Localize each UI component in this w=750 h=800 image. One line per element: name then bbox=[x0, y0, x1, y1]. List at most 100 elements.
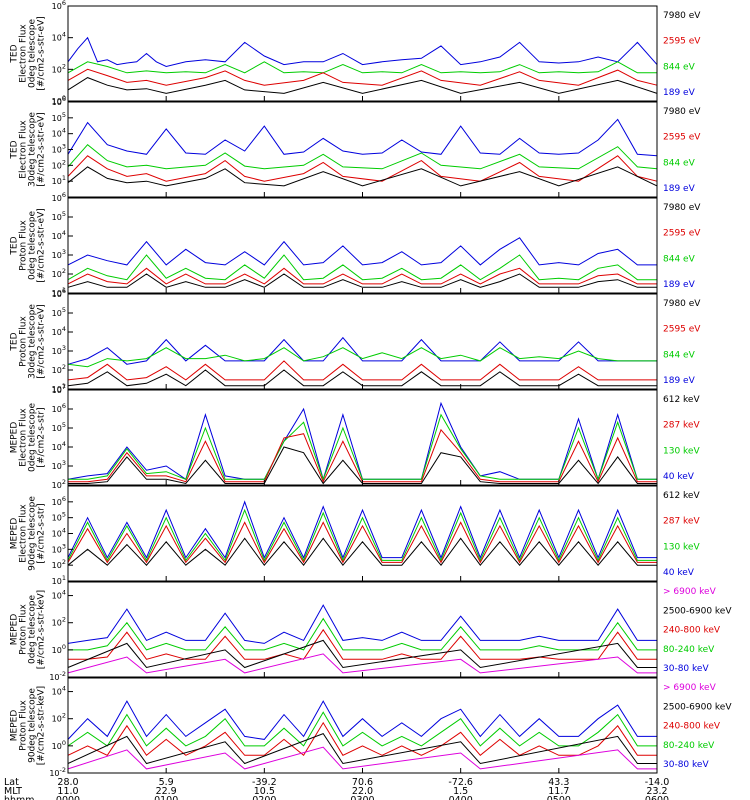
y-tick-label: 102 bbox=[52, 712, 66, 724]
y-axis-label-line: [#/cm2-s-str-keV] bbox=[37, 686, 47, 765]
y-tick-label: 100 bbox=[52, 94, 66, 106]
y-axis-label-line: [#/cm2-s-str-eV] bbox=[37, 16, 47, 91]
y-tick-label: 105 bbox=[52, 421, 66, 433]
y-tick-label: 100 bbox=[52, 739, 66, 751]
y-tick-label: 101 bbox=[52, 574, 66, 586]
x-tick-label: 1.5 bbox=[453, 786, 468, 797]
y-axis-label-line: TED bbox=[10, 332, 20, 351]
y-axis-label-line: MEPED bbox=[10, 614, 20, 646]
y-axis-label-line: MEPED bbox=[10, 518, 20, 550]
y-tick-label: 106 bbox=[52, 287, 66, 299]
legend-entry: 80-240 keV bbox=[663, 645, 715, 655]
legend-entry: 2500-6900 keV bbox=[663, 702, 732, 712]
series-line bbox=[68, 617, 657, 651]
y-tick-label: 107 bbox=[52, 383, 66, 395]
legend-entry: 7980 eV bbox=[663, 203, 701, 213]
y-tick-label: 106 bbox=[52, 495, 66, 507]
y-tick-label: 104 bbox=[52, 127, 66, 139]
series-line bbox=[67, 653, 657, 674]
legend-entry: 2595 eV bbox=[663, 133, 701, 143]
y-axis-label-line: TED bbox=[10, 44, 20, 63]
y-tick-label: 106 bbox=[52, 0, 66, 11]
y-axis-label: MEPEDProton Flux90deg telescope[#/cm2-s-… bbox=[10, 686, 47, 765]
y-axis-label-line: Proton Flux bbox=[19, 604, 29, 655]
legend-entry: 2500-6900 keV bbox=[663, 606, 732, 616]
x-tick-label: 22.9 bbox=[156, 786, 177, 797]
y-tick-label: 105 bbox=[52, 511, 66, 523]
x-tick-label: 0400 bbox=[449, 795, 473, 800]
y-axis-label-line: [#/cm2-s-str] bbox=[37, 407, 47, 467]
series-line bbox=[67, 604, 657, 644]
x-tick-label: 10.5 bbox=[254, 786, 275, 797]
legend-entry: 2595 eV bbox=[663, 229, 701, 239]
y-axis-label-line: Electron Flux bbox=[19, 408, 29, 467]
y-tick-label: 104 bbox=[52, 527, 66, 539]
y-tick-label: 100 bbox=[52, 643, 66, 655]
y-tick-label: 106 bbox=[52, 95, 66, 107]
y-tick-label: 103 bbox=[52, 248, 66, 260]
series-line bbox=[67, 77, 658, 94]
y-tick-label: 102 bbox=[52, 363, 66, 375]
y-axis-label-line: [#/cm2-s-str-eV] bbox=[37, 304, 47, 379]
x-tick-label: -72.6 bbox=[448, 777, 473, 788]
y-axis-label-line: 30deg telescope bbox=[28, 112, 38, 187]
y-tick-label: 102 bbox=[52, 267, 66, 279]
y-tick-label: 104 bbox=[52, 325, 66, 337]
y-axis-label: TEDProton Flux0deg telescope[#/cm2-s-str… bbox=[10, 208, 47, 283]
y-tick-label: 102 bbox=[52, 62, 66, 74]
series-line bbox=[67, 336, 657, 365]
legend-entry: > 6900 keV bbox=[663, 587, 717, 597]
series-line bbox=[67, 155, 658, 182]
y-axis-label-line: Electron Flux bbox=[19, 504, 29, 563]
y-axis-label-line: [#/cm2-s-str-keV] bbox=[37, 590, 47, 669]
y-tick-label: 102 bbox=[52, 616, 66, 628]
series-line bbox=[67, 500, 657, 559]
legend-entry: 40 keV bbox=[663, 568, 695, 578]
x-tick-label: 0200 bbox=[252, 795, 276, 800]
y-axis-label: TEDElectron Flux0deg telescope[#/cm2-s-s… bbox=[10, 16, 47, 91]
legend-entry: 189 eV bbox=[663, 88, 696, 98]
y-tick-label: 105 bbox=[52, 111, 66, 123]
y-tick-label: 104 bbox=[52, 685, 66, 697]
legend-entry: 844 eV bbox=[663, 158, 696, 168]
y-tick-label: 104 bbox=[52, 589, 66, 601]
x-tick-label: -39.2 bbox=[252, 777, 277, 788]
series-line bbox=[67, 700, 657, 740]
series-line bbox=[68, 413, 657, 481]
y-axis-label: MEPEDProton Flux0deg telescope[#/cm2-s-s… bbox=[10, 590, 47, 669]
legend-entry: 2595 eV bbox=[663, 37, 701, 47]
y-axis-label-line: Proton Flux bbox=[19, 700, 29, 751]
series-line bbox=[67, 360, 657, 381]
series-line bbox=[67, 254, 657, 281]
y-axis-label-line: 90deg telescope bbox=[28, 496, 38, 571]
series-line bbox=[67, 401, 657, 482]
x-tick-label: 28.0 bbox=[57, 777, 78, 788]
y-tick-label: 102 bbox=[52, 558, 66, 570]
y-tick-label: 10-2 bbox=[49, 766, 66, 778]
legend-entry: 130 keV bbox=[663, 446, 700, 456]
legend-entry: 189 eV bbox=[663, 184, 696, 194]
legend-entry: 844 eV bbox=[663, 254, 696, 264]
legend-entry: 844 eV bbox=[663, 350, 696, 360]
x-tick-label: -14.0 bbox=[645, 777, 670, 788]
y-axis-label: MEPEDElectron Flux90deg telescope[#/cm2-… bbox=[10, 496, 47, 571]
series-line bbox=[67, 732, 657, 765]
series-line bbox=[67, 721, 657, 757]
y-axis-label-line: Electron Flux bbox=[19, 120, 29, 179]
series-line bbox=[67, 144, 658, 170]
y-tick-label: 101 bbox=[52, 382, 66, 394]
legend-entry: 40 keV bbox=[663, 472, 695, 482]
y-tick-label: 101 bbox=[52, 286, 66, 298]
y-axis-label: MEPEDElectron Flux0deg telescope[#/cm2-s… bbox=[10, 403, 47, 473]
y-tick-label: 103 bbox=[52, 143, 66, 155]
y-tick-label: 104 bbox=[52, 31, 66, 43]
legend-entry: 612 keV bbox=[663, 395, 700, 405]
y-tick-label: 104 bbox=[52, 440, 66, 452]
y-axis-label-line: Proton Flux bbox=[19, 220, 29, 271]
panel-3: 101 102 103 104 105 106 TEDProton Flux0deg tel… bbox=[10, 191, 702, 298]
x-tick-label: 70.6 bbox=[352, 777, 373, 788]
panel-2: 101 102 103 104 105 106 TEDElectron Flux30deg … bbox=[10, 95, 701, 198]
y-tick-label: 101 bbox=[52, 174, 66, 186]
legend-entry: 7980 eV bbox=[663, 11, 701, 21]
series-line bbox=[67, 273, 657, 288]
